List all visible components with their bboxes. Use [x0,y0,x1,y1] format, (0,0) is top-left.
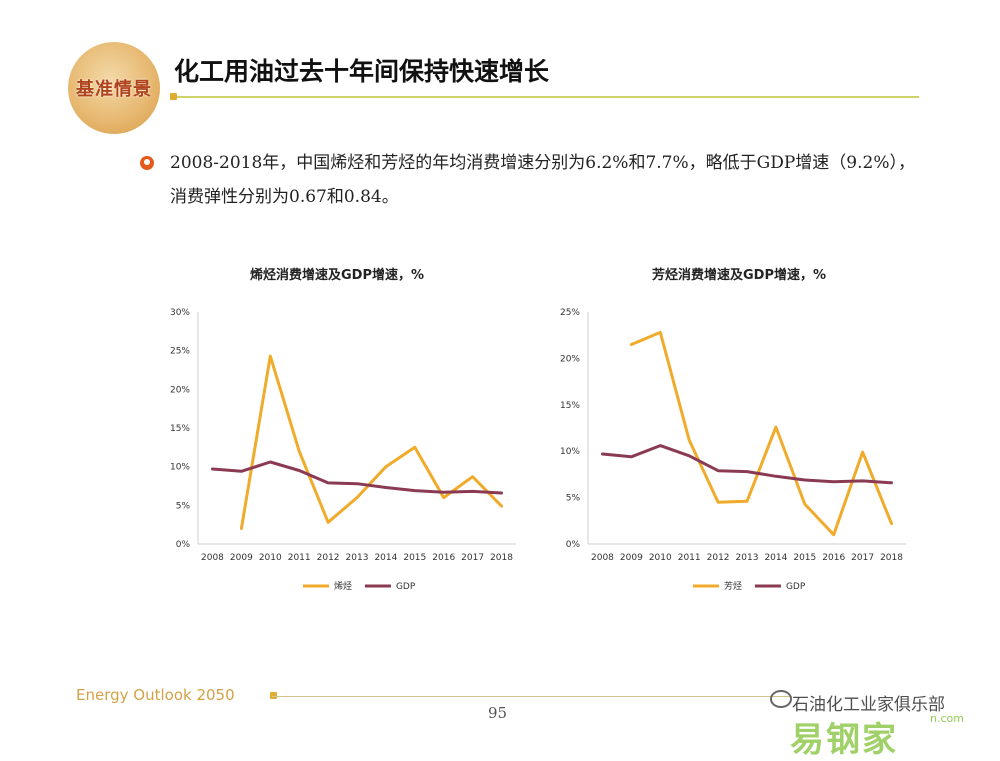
bullet-text: 2008-2018年，中国烯烃和芳烃的年均消费增速分别为6.2%和7.7%，略低… [170,153,915,207]
x-tick-label: 2008 [201,553,224,563]
x-tick-label: 2012 [707,553,730,563]
y-tick-label: 5% [566,494,581,504]
y-tick-label: 10% [560,447,580,457]
x-tick-label: 2015 [403,553,426,563]
footer-divider-marker [270,692,277,699]
chart-title-aromatics: 芳烃消费增速及GDP增速，% [652,268,827,283]
logo-text: 基准情景 [76,79,152,100]
series-line-GDP [601,444,893,485]
x-tick-label: 2016 [432,553,455,563]
x-tick-label: 2016 [822,553,845,563]
x-tick-label: 2011 [678,553,701,563]
y-tick-label: 5% [176,501,191,511]
footer-divider [272,696,792,697]
series-line-烯烃 [239,354,503,530]
x-tick-label: 2015 [793,553,816,563]
x-tick-label: 2009 [620,553,643,563]
footer-brand: Energy Outlook 2050 [76,686,235,704]
series-line-芳烃 [629,330,893,537]
bullet-icon [140,156,154,170]
y-tick-label: 20% [560,354,580,364]
legend-label: GDP [396,582,416,592]
aromatics-chart: 0% 5% 10% 15% 20% 25% 2008 2009 2010 2011 2012 2013… [560,308,906,592]
y-tick-label: 25% [560,308,580,318]
series-line-GDP [211,460,503,495]
x-tick-label: 2014 [764,553,787,563]
x-tick-label: 2018 [880,553,903,563]
page-title: 化工用油过去十年间保持快速增长 [174,57,550,86]
x-tick-label: 2008 [591,553,614,563]
y-tick-label: 15% [560,401,580,411]
x-tick-label: 2009 [230,553,253,563]
y-tick-label: 30% [170,308,190,318]
y-tick-label: 20% [170,385,190,395]
y-tick-label: 0% [566,540,581,550]
logo: 基准情景 [68,42,160,134]
title-divider [174,96,919,98]
wechat-icon [770,690,792,708]
x-tick-label: 2013 [736,553,759,563]
y-tick-label: 0% [176,540,191,550]
title-divider-marker [170,93,177,100]
olefins-chart: 0% 5% 10% 15% 20% 25% 30% 2008 2009 2010 2011 2012 2… [170,308,516,592]
x-tick-label: 2014 [374,553,397,563]
y-tick-label: 10% [170,463,190,473]
x-tick-label: 2013 [346,553,369,563]
watermark-text: 石油化工业家俱乐部 [792,695,945,715]
legend-label: 芳烃 [724,580,742,592]
chart-title-olefins: 烯烃消费增速及GDP增速，% [250,268,425,283]
y-tick-label: 15% [170,424,190,434]
x-tick-label: 2018 [490,553,513,563]
page-number: 95 [488,704,508,722]
x-tick-label: 2017 [851,553,874,563]
x-tick-label: 2017 [461,553,484,563]
watermark-site: 易钢家 [790,720,898,760]
x-tick-label: 2011 [288,553,311,563]
y-tick-label: 25% [170,347,190,357]
x-tick-label: 2010 [649,553,672,563]
x-tick-label: 2010 [259,553,282,563]
legend-label: GDP [786,582,806,592]
x-tick-label: 2012 [317,553,340,563]
legend-label: 烯烃 [334,580,352,592]
watermark-url: n.com [930,712,964,725]
